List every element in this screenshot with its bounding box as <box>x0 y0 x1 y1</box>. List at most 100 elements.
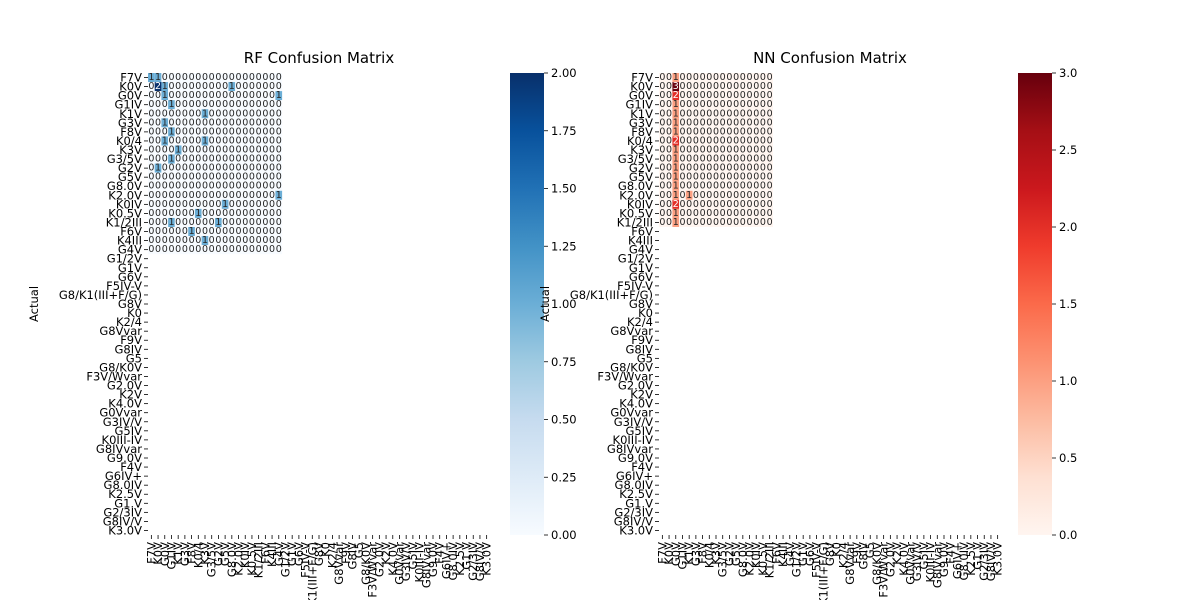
heatmap-cell <box>705 118 713 128</box>
heatmap-cell <box>241 227 249 237</box>
heatmap-cell <box>685 127 693 137</box>
x-tick-label: K0V <box>151 542 165 565</box>
cell-value-label: 0 <box>222 181 228 192</box>
heatmap-cell <box>726 163 733 173</box>
heatmap-cell <box>679 217 686 227</box>
heatmap-cell <box>719 127 727 137</box>
heatmap-cell <box>759 163 767 173</box>
cell-value-label: 0 <box>189 208 195 219</box>
cell-value-label: 0 <box>168 235 174 246</box>
cell-value-label: 0 <box>262 208 268 219</box>
heatmap-cell <box>262 181 269 191</box>
cell-value-label: 0 <box>679 81 685 92</box>
heatmap-cell <box>194 245 202 255</box>
cell-value-label: 0 <box>202 172 208 183</box>
heatmap-cell <box>752 136 760 146</box>
cell-value-label: 0 <box>713 217 719 228</box>
cell-value-label: 0 <box>262 163 268 174</box>
heatmap-cell <box>161 73 169 83</box>
colorbar-tick-label: 2.00 <box>551 66 577 80</box>
heatmap-cell <box>739 154 747 164</box>
cell-value-label: 0 <box>700 190 706 201</box>
cell-value-label: 0 <box>747 208 753 219</box>
cell-value-label: 0 <box>659 81 665 92</box>
heatmap-cell <box>255 163 262 173</box>
heatmap-cell <box>685 208 693 218</box>
cell-value-label: 0 <box>195 181 201 192</box>
y-tick-label: K0V <box>630 80 653 94</box>
cell-value-label: 0 <box>753 208 759 219</box>
heatmap-cell <box>699 154 706 164</box>
heatmap-cell <box>262 245 269 255</box>
cell-value-label: 0 <box>256 181 262 192</box>
heatmap-cell <box>268 245 276 255</box>
heatmap-cell <box>168 208 175 218</box>
heatmap-cell <box>705 100 713 110</box>
cell-value-label: 0 <box>693 199 699 210</box>
heatmap-cell <box>181 190 189 200</box>
heatmap-cell <box>685 154 693 164</box>
y-tick-label: K1/2III <box>106 215 142 229</box>
heatmap-cell <box>235 136 242 146</box>
cell-value-label: 0 <box>726 190 732 201</box>
x-tick-label: K4.0V <box>897 542 911 576</box>
heatmap-cell <box>672 136 680 146</box>
heatmap-cell <box>228 118 236 128</box>
heatmap-cell <box>161 82 169 92</box>
cell-value-label: 0 <box>269 163 275 174</box>
heatmap-cell <box>208 109 216 119</box>
colorbar-tick-label: 0.00 <box>551 528 577 542</box>
cell-value-label: 0 <box>242 217 248 228</box>
x-tick-label: K2/4 <box>325 542 339 568</box>
cell-value-label: 0 <box>175 217 181 228</box>
heatmap-cell <box>712 82 720 92</box>
cell-value-label: 0 <box>242 181 248 192</box>
heatmap-cell <box>268 217 276 227</box>
cell-value-label: 0 <box>679 208 685 219</box>
cell-value-label: 0 <box>215 90 221 101</box>
cell-value-label: 0 <box>162 172 168 183</box>
cell-value-label: 0 <box>693 172 699 183</box>
cell-value-label: 0 <box>666 172 672 183</box>
x-tick-label: G8IV/V <box>473 542 487 581</box>
cell-value-label: 0 <box>747 81 753 92</box>
heatmap-cell <box>732 136 740 146</box>
cell-value-label: 0 <box>148 108 154 119</box>
heatmap-cell <box>148 136 155 146</box>
heatmap-cell <box>699 172 706 182</box>
cell-value-label: 0 <box>202 145 208 156</box>
y-tick-label: G1/2V <box>107 252 142 266</box>
heatmap-cell <box>174 172 182 182</box>
cell-value-label: 0 <box>686 126 692 137</box>
cell-value-label: 0 <box>209 181 215 192</box>
heatmap-cell <box>719 181 727 191</box>
cell-value-label: 0 <box>276 145 282 156</box>
cell-value-label: 0 <box>175 72 181 83</box>
heatmap-cell <box>215 127 222 137</box>
heatmap-cell <box>275 127 283 137</box>
heatmap-cell <box>712 190 720 200</box>
cell-value-label: 0 <box>175 81 181 92</box>
x-tick-label: F6V <box>769 542 783 564</box>
x-tick-label: G2.0V <box>372 542 386 577</box>
cell-value-label: 0 <box>215 108 221 119</box>
cell-value-label: 0 <box>706 181 712 192</box>
heatmap-cell <box>201 245 209 255</box>
y-tick-label: G8IV <box>115 342 143 356</box>
y-tick-label: G8Vvar <box>99 324 142 338</box>
cell-value-label: 0 <box>195 154 201 165</box>
x-tick-label: G1V <box>285 542 299 566</box>
cell-value-label: 0 <box>760 99 766 110</box>
cell-value-label: 0 <box>168 244 174 255</box>
cell-value-label: 0 <box>182 199 188 210</box>
heatmap-cell <box>255 136 262 146</box>
cell-value-label: 0 <box>236 108 242 119</box>
cell-value-label: 0 <box>249 226 255 237</box>
cell-value-label: 0 <box>262 181 268 192</box>
heatmap-cell <box>154 73 162 83</box>
cell-value-label: 0 <box>229 154 235 165</box>
heatmap-cell <box>188 136 195 146</box>
heatmap-cell <box>255 145 262 155</box>
cell-value-label: 0 <box>242 145 248 156</box>
cell-value-label: 1 <box>686 190 692 201</box>
